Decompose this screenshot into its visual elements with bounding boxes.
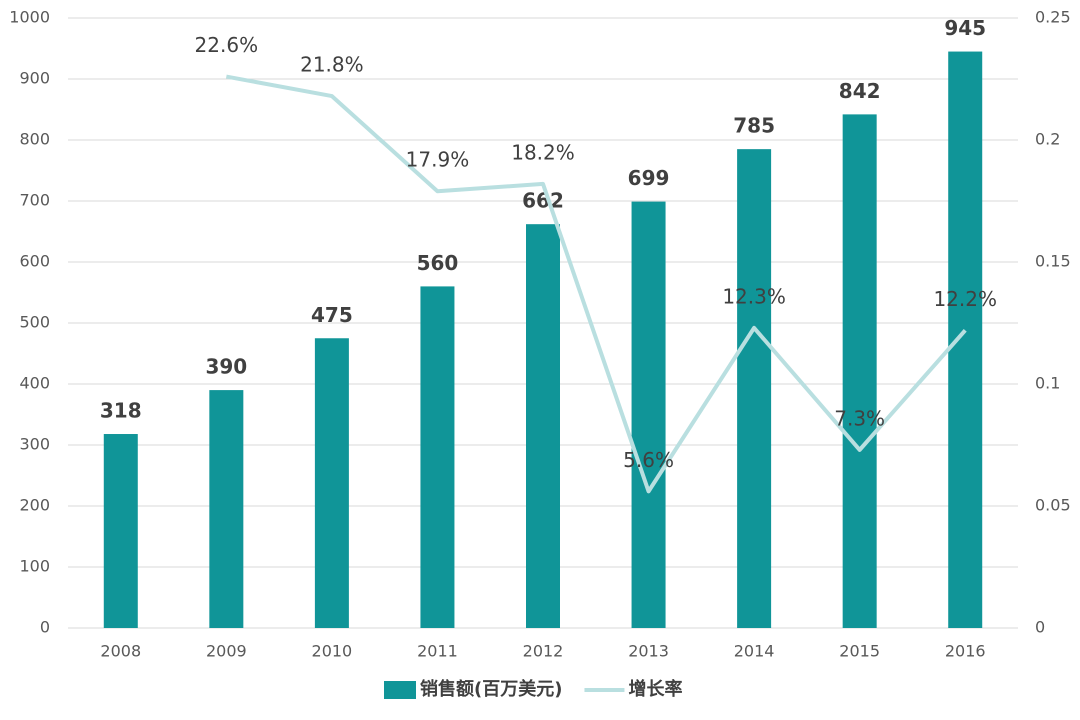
y-tick-label: 500 [19, 313, 50, 332]
bar [526, 224, 560, 628]
y-tick-label: 400 [19, 374, 50, 393]
x-tick-label: 2016 [945, 642, 986, 661]
bar-value-label: 699 [628, 166, 670, 190]
bar [842, 114, 877, 628]
legend-label: 增长率 [628, 678, 682, 700]
x-tick-label: 2009 [206, 642, 247, 661]
bar [420, 286, 455, 628]
bar-value-label: 842 [839, 79, 881, 103]
line-value-label: 12.3% [722, 284, 786, 308]
bar [631, 201, 666, 629]
bar-value-label: 318 [100, 399, 142, 423]
y-tick-label: 800 [19, 130, 50, 149]
y-tick-label: 0 [40, 618, 50, 637]
bar [314, 338, 349, 628]
y-tick-label: 200 [19, 496, 50, 515]
y-tick-label: 300 [19, 435, 50, 454]
x-tick-label: 2010 [312, 642, 353, 661]
bar-value-label: 662 [522, 189, 564, 213]
bar [948, 51, 983, 629]
y-tick-label: 100 [19, 557, 50, 576]
bar [103, 434, 138, 628]
y-tick-label: 1000 [9, 8, 50, 27]
y-tick-label: 900 [19, 69, 50, 88]
bar-value-label: 475 [311, 303, 353, 327]
y-tick-label: 600 [19, 252, 50, 271]
x-tick-label: 2013 [628, 642, 669, 661]
y2-tick-label: 0.1 [1035, 374, 1060, 393]
legend-label: 销售额(百万美元) [420, 678, 562, 700]
y2-tick-label: 0.15 [1035, 252, 1071, 271]
bar-value-label: 390 [205, 355, 247, 379]
x-tick-label: 2012 [523, 642, 564, 661]
bar-value-label: 785 [733, 114, 775, 138]
line [225, 74, 967, 494]
bar-value-label: 560 [417, 251, 459, 275]
bar [737, 149, 772, 628]
line-value-label: 22.6% [195, 33, 259, 57]
legend-swatch [384, 681, 416, 699]
x-tick-label: 2011 [417, 642, 458, 661]
y2-tick-label: 0.05 [1035, 496, 1071, 515]
y2-tick-label: 0 [1035, 618, 1045, 637]
x-tick-label: 2015 [839, 642, 880, 661]
line-value-label: 5.6% [623, 448, 674, 472]
y2-tick-label: 0.2 [1035, 130, 1060, 149]
bar-value-label: 945 [944, 16, 986, 40]
line-value-label: 7.3% [834, 406, 885, 430]
line-value-label: 18.2% [511, 140, 575, 164]
x-tick-label: 2008 [100, 642, 141, 661]
bar [209, 390, 244, 628]
x-tick-label: 2014 [734, 642, 775, 661]
line-value-label: 17.9% [406, 148, 470, 172]
y2-tick-label: 0.25 [1035, 8, 1071, 27]
y-tick-label: 700 [19, 191, 50, 210]
line-value-label: 12.2% [933, 287, 997, 311]
line-value-label: 21.8% [300, 53, 364, 77]
